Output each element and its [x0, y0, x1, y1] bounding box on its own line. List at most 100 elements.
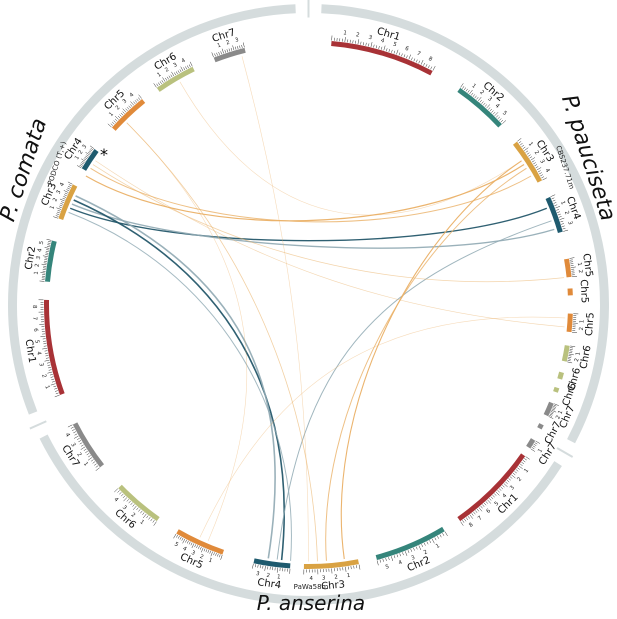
- tick-mark: [64, 190, 69, 192]
- tick-label: 5: [173, 542, 179, 549]
- chromosome-arc-22: [48, 241, 55, 282]
- tick-label: 4: [37, 248, 44, 253]
- tick-mark: [88, 152, 90, 154]
- tick-mark: [46, 251, 49, 252]
- tick-mark: [483, 103, 485, 105]
- tick-mark: [45, 258, 48, 259]
- tick-mark: [48, 241, 51, 242]
- tick-mark: [542, 178, 546, 180]
- tick-mark: [359, 565, 360, 570]
- tick-mark: [96, 466, 98, 468]
- tick-mark: [130, 104, 132, 106]
- tick-mark: [53, 217, 58, 219]
- tick-mark: [477, 509, 479, 511]
- tick-mark: [460, 522, 463, 526]
- tick-mark: [501, 487, 503, 489]
- tick-mark: [520, 143, 522, 145]
- tick-mark: [559, 216, 562, 217]
- tick-mark: [473, 94, 475, 96]
- tick-mark: [123, 109, 126, 113]
- tick-mark: [96, 468, 100, 471]
- tick-mark: [508, 478, 510, 480]
- tick-mark: [219, 52, 220, 55]
- tick-label: 6: [485, 508, 492, 515]
- tick-mark: [473, 512, 475, 514]
- tick-mark: [539, 173, 542, 174]
- tick-mark: [440, 535, 441, 538]
- tick-mark: [408, 550, 409, 553]
- chromosome-label: Chr5: [584, 312, 597, 337]
- tick-mark: [368, 43, 369, 46]
- tick-mark: [354, 566, 355, 569]
- tick-mark: [260, 565, 261, 568]
- tick-mark: [53, 386, 56, 387]
- tick-mark: [174, 73, 176, 76]
- tick-mark: [63, 196, 66, 197]
- tick-mark: [502, 485, 504, 487]
- tick-label: 1: [576, 262, 582, 266]
- tick-mark: [460, 83, 463, 87]
- tick-mark: [531, 449, 535, 452]
- tick-mark: [178, 536, 179, 539]
- tick-mark: [489, 498, 491, 500]
- tick-mark: [42, 348, 47, 349]
- tick-label: 4: [494, 103, 501, 110]
- tick-mark: [345, 37, 346, 42]
- tick-label: 8: [468, 522, 475, 529]
- tick-mark: [90, 146, 94, 149]
- tick-mark: [526, 151, 528, 153]
- tick-mark: [568, 359, 571, 360]
- tick-mark: [523, 147, 525, 149]
- tick-mark: [426, 64, 427, 67]
- tick-mark: [174, 534, 177, 538]
- tick-mark: [56, 208, 61, 210]
- tick-mark: [43, 256, 48, 257]
- tick-mark: [48, 243, 51, 244]
- tick-mark: [112, 122, 114, 124]
- tick-mark: [187, 65, 188, 68]
- tick-mark: [258, 565, 259, 568]
- tick-mark: [396, 50, 398, 55]
- tick-mark: [167, 77, 169, 80]
- tick-mark: [488, 500, 491, 504]
- chromosome-arc-16: [304, 562, 359, 567]
- tick-mark: [427, 542, 428, 545]
- tick-label: 4: [544, 168, 551, 174]
- tick-mark: [45, 355, 48, 356]
- tick-mark: [252, 564, 253, 569]
- tick-mark: [514, 471, 516, 473]
- tick-mark: [553, 408, 556, 409]
- tick-mark: [464, 519, 466, 521]
- tick-mark: [557, 212, 560, 213]
- tick-mark: [505, 482, 507, 484]
- tick-mark: [82, 161, 85, 163]
- tick-mark: [225, 50, 226, 53]
- tick-mark: [111, 124, 113, 126]
- tick-mark: [91, 460, 93, 462]
- tick-mark: [138, 98, 140, 100]
- tick-mark: [47, 372, 52, 373]
- chromosome-arc-7: [569, 314, 570, 332]
- tick-label: 4: [309, 576, 313, 582]
- tick-mark: [482, 504, 484, 506]
- tick-mark: [482, 102, 484, 104]
- tick-mark: [214, 552, 215, 555]
- tick-mark: [550, 414, 553, 415]
- tick-mark: [88, 455, 90, 457]
- tick-mark: [517, 138, 521, 141]
- tick-mark: [419, 61, 420, 64]
- tick-mark: [462, 520, 464, 522]
- tick-mark: [386, 558, 387, 561]
- tick-mark: [529, 157, 532, 159]
- tick-mark: [519, 466, 523, 469]
- tick-mark: [401, 54, 402, 57]
- tick-mark: [51, 377, 54, 378]
- tick-mark: [58, 210, 61, 211]
- tick-label: 1: [523, 468, 530, 474]
- tick-mark: [485, 104, 487, 106]
- tick-mark: [198, 546, 199, 549]
- tick-label: 8: [31, 305, 37, 309]
- tick-mark: [71, 427, 74, 428]
- tick-mark: [68, 425, 72, 427]
- chromosome-arc-12: [539, 424, 541, 428]
